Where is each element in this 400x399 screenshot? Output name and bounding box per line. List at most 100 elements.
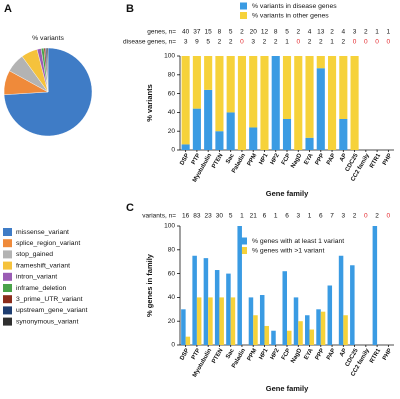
row-value: 6 (319, 213, 323, 220)
x-tick-label: AP (339, 153, 348, 163)
bar (350, 265, 355, 345)
row-value: 0 (296, 39, 300, 46)
y-tick-label: 60 (168, 90, 176, 97)
bar-segment (215, 56, 224, 132)
bar-segment (226, 112, 235, 150)
legend-label: stop_gained (16, 251, 53, 258)
bar-segment (181, 56, 190, 145)
bar (181, 309, 186, 345)
legend-swatch (240, 247, 247, 254)
bar-segment (181, 144, 190, 150)
row-value: 6 (285, 213, 289, 220)
x-axis-title: Gene family (266, 189, 309, 198)
row-value: 2 (342, 39, 346, 46)
row-value: 1 (387, 29, 391, 36)
row-value: 21 (250, 213, 258, 220)
y-axis-title: % genes in family (145, 253, 154, 317)
bar-segment (226, 56, 235, 113)
y-tick-label: 0 (171, 147, 175, 154)
bar (196, 297, 202, 345)
bar-segment (237, 56, 247, 150)
row-value: 5 (206, 39, 210, 46)
row-value: 16 (182, 213, 190, 220)
x-tick-label: AP (339, 348, 348, 358)
chart-title: % variants (32, 35, 64, 42)
bar (253, 315, 258, 345)
x-tick-label: FCP (281, 153, 292, 166)
panel-label: C (126, 202, 134, 214)
legend-label: synonymous_variant (16, 318, 78, 325)
row-value: 2 (296, 29, 300, 36)
legend-label: % variants in other genes (252, 12, 329, 19)
bar-segment (204, 89, 213, 150)
pie-slice (46, 47, 49, 93)
bar (259, 295, 265, 345)
bar (287, 330, 292, 345)
bar-segment (192, 108, 201, 150)
panel-label: A (4, 3, 12, 15)
bar (237, 226, 242, 345)
x-tick-label: FCP (281, 348, 292, 361)
bar (309, 329, 315, 345)
bar-segment (316, 68, 325, 150)
row-value: 0 (364, 213, 368, 220)
legend-swatch (240, 2, 247, 10)
bar-segment (249, 56, 258, 128)
x-tick-label: PTP (191, 348, 202, 361)
bar (214, 270, 220, 345)
row-value: 2 (240, 29, 244, 36)
row-value: 5 (229, 213, 233, 220)
legend-label: frameshift_variant (16, 262, 70, 269)
x-tick-label: DSP (179, 348, 190, 362)
legend-label: missense_variant (16, 229, 69, 236)
y-tick-label: 40 (168, 109, 176, 116)
x-tick-label: NagD (290, 152, 303, 169)
y-tick-label: 20 (168, 128, 176, 135)
row-value: 1 (274, 213, 278, 220)
x-tick-label: RTR1 (369, 152, 382, 169)
bar-segment (350, 56, 359, 150)
x-tick-label: HP1 (259, 347, 270, 361)
y-tick-label: 0 (171, 342, 175, 349)
x-tick-label: PPP (315, 153, 326, 166)
row-value: 2 (319, 39, 323, 46)
x-tick-label: HP2 (270, 347, 281, 361)
bar (219, 297, 224, 345)
row-value: 2 (353, 213, 357, 220)
row-value: 0 (240, 39, 244, 46)
row-value: 2 (263, 39, 267, 46)
x-tick-label: EYA (304, 347, 315, 361)
bar-segment (316, 56, 325, 69)
row-value: 6 (263, 213, 267, 220)
row-value: 13 (317, 29, 325, 36)
bar (282, 271, 287, 345)
legend-swatch (3, 228, 12, 236)
bar (264, 325, 269, 345)
row-value: 4 (308, 29, 312, 36)
row-value: 5 (229, 29, 233, 36)
x-tick-label: NagD (290, 347, 303, 364)
y-tick-label: 60 (168, 270, 176, 277)
row-label: variants, n= (142, 213, 176, 220)
legend-swatch (3, 239, 12, 248)
row-value: 40 (182, 29, 190, 36)
x-tick-label: PAP (326, 153, 337, 166)
x-tick-label: PPM (247, 153, 259, 167)
y-tick-label: 100 (164, 53, 175, 60)
bar (230, 297, 236, 345)
x-tick-label: HP1 (259, 152, 270, 166)
row-value: 12 (261, 29, 269, 36)
legend-label: inframe_deletion (16, 285, 66, 292)
row-value: 0 (387, 39, 391, 46)
x-tick-label: PPP (315, 348, 326, 361)
x-tick-label: PAP (326, 348, 337, 361)
bar-segment (192, 56, 201, 109)
row-value: 3 (353, 29, 357, 36)
bar-segment (282, 56, 292, 119)
x-tick-label: PHP (382, 153, 393, 167)
y-axis-title: % variants (145, 84, 154, 122)
bar-segment (282, 118, 292, 150)
row-value: 3 (342, 213, 346, 220)
legend-label: intron_variant (16, 274, 57, 281)
